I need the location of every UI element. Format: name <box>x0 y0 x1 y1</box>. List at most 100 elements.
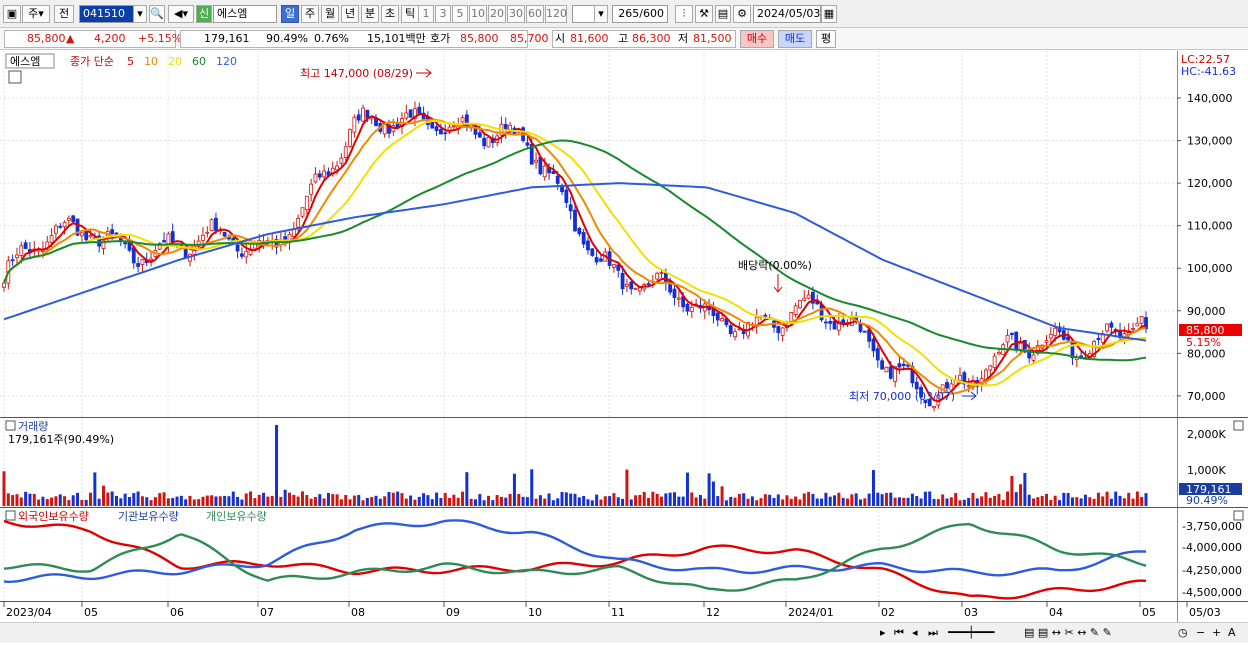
volume-bar <box>89 492 93 506</box>
change-amount: 4,200 <box>94 32 126 45</box>
period-tab-5[interactable]: 초 <box>381 5 399 23</box>
volume-bar <box>547 493 551 506</box>
buy-button[interactable]: 매수 <box>740 30 774 48</box>
volume-bar <box>41 496 45 506</box>
count-field[interactable]: 265/600 <box>612 5 668 23</box>
volume-bar <box>941 494 945 506</box>
candle-body <box>586 240 590 251</box>
period-tab-3[interactable]: 년 <box>341 5 359 23</box>
interval-button-4[interactable]: 20 <box>488 5 506 23</box>
volume-bar <box>608 496 612 506</box>
volume-bar <box>807 491 811 506</box>
volume-bar <box>504 497 508 506</box>
candle-body <box>434 126 439 132</box>
candle-body <box>1057 326 1062 333</box>
volume-collapse-icon[interactable] <box>5 420 16 431</box>
font-size-icon[interactable]: A <box>1228 626 1236 639</box>
scroll-right-icon[interactable]: ▸ <box>880 626 886 639</box>
layout-icon[interactable]: ▣ <box>3 5 21 23</box>
volume-bar <box>1096 492 1100 506</box>
volume-bar <box>884 492 888 506</box>
code-dropdown-icon[interactable]: ▾ <box>133 5 147 23</box>
holdings-collapse-icon[interactable] <box>5 510 16 521</box>
candle-body <box>439 129 443 135</box>
volume-bar <box>1122 498 1126 506</box>
candle-body <box>534 159 538 163</box>
zoom-slider[interactable]: ━━━┿━━━ <box>948 626 995 639</box>
scroll-end-icon[interactable]: ⏭ <box>928 626 938 639</box>
candle-body <box>914 381 919 390</box>
save-icon[interactable]: ▤ <box>715 5 731 23</box>
stock-name-field[interactable]: 에스엠 <box>213 5 277 23</box>
price-chart-svg[interactable]: 에스엠 종가 단순 5 10 20 60 120 최고 147,000 (08/29) … <box>0 51 1248 643</box>
tool-icon[interactable]: ⚒ <box>695 5 713 23</box>
chart-tool-icons[interactable]: ▤ ▤ ↔ ✂ ↔ ✎ ✎ <box>1024 626 1112 639</box>
search-icon[interactable]: 🔍 <box>149 5 165 23</box>
interval-dropdown-icon[interactable]: ▾ <box>594 5 608 23</box>
candle-body <box>780 327 785 336</box>
price-tick-5: 90,000 <box>1187 305 1226 318</box>
candle-body <box>625 283 629 287</box>
volume-bar <box>859 499 862 506</box>
ma-line-10 <box>3 118 1147 395</box>
interval-button-0[interactable]: 1 <box>418 5 434 23</box>
date-field[interactable]: 2024/05/03 <box>753 5 821 23</box>
volume-bar <box>512 473 516 506</box>
candle-body <box>1035 345 1040 354</box>
scroll-start-icon[interactable]: ⏮ <box>894 626 904 639</box>
candle-body <box>460 117 465 123</box>
candle-body <box>862 330 867 333</box>
volume-bar <box>54 496 58 506</box>
stock-code-input[interactable]: 041510 <box>79 5 135 23</box>
interval-button-3[interactable]: 10 <box>469 5 487 23</box>
volume-bar <box>1010 475 1014 506</box>
candle-body <box>793 305 798 315</box>
candle-body <box>629 281 634 290</box>
volume-bar <box>1114 491 1118 506</box>
period-tab-2[interactable]: 월 <box>321 5 339 23</box>
clock-icon[interactable]: ◷ <box>1178 626 1188 639</box>
date-label-14: 05/03 <box>1189 606 1221 619</box>
trade-amount: 15,101백만 <box>367 32 426 45</box>
candle-body <box>214 217 218 231</box>
zoom-in-icon[interactable]: + <box>1212 626 1222 639</box>
volume-bar <box>534 498 538 506</box>
axis-bg <box>1178 51 1248 622</box>
volume-bar <box>465 472 469 506</box>
period-main-select[interactable]: 주▾ <box>22 5 50 23</box>
volume-bar <box>426 495 430 506</box>
volume-bar <box>590 500 594 506</box>
volume-bar <box>698 495 702 506</box>
table-icon[interactable] <box>8 70 22 84</box>
gear-icon[interactable]: ⚙ <box>733 5 751 23</box>
sell-button[interactable]: 매도 <box>778 30 812 48</box>
candle-body <box>309 183 314 195</box>
interval-button-2[interactable]: 5 <box>452 5 468 23</box>
holdings-close-icon[interactable] <box>1233 510 1244 521</box>
period-all-button[interactable]: 전 <box>54 5 74 23</box>
interval-button-7[interactable]: 120 <box>545 5 567 23</box>
volume-bar <box>841 497 845 506</box>
period-tab-4[interactable]: 분 <box>361 5 379 23</box>
candle-icon[interactable]: ⫶ <box>675 5 693 23</box>
zoom-out-icon[interactable]: − <box>1196 626 1206 639</box>
legend-ma-0: 5 <box>127 55 134 68</box>
volume-close-icon[interactable] <box>1233 420 1244 431</box>
eval-button[interactable]: 평 <box>816 30 836 48</box>
period-tab-6[interactable]: 틱 <box>401 5 419 23</box>
volume-bar <box>664 493 668 506</box>
volume-value-label: 179,161주(90.49%) <box>8 433 114 446</box>
volume-bar <box>837 492 841 506</box>
current-price-tag-pct: 5.15% <box>1186 336 1221 349</box>
interval-button-5[interactable]: 30 <box>507 5 525 23</box>
interval-button-1[interactable]: 3 <box>435 5 451 23</box>
sound-icon[interactable]: ◀▾ <box>168 5 194 23</box>
period-tab-0[interactable]: 일 <box>281 5 299 23</box>
period-tab-1[interactable]: 주 <box>301 5 319 23</box>
interval-button-6[interactable]: 60 <box>526 5 544 23</box>
volume-bar <box>936 499 940 506</box>
calendar-icon[interactable]: ▦ <box>821 5 837 23</box>
volume-bar <box>6 493 10 506</box>
chart-area[interactable]: 에스엠 종가 단순 5 10 20 60 120 최고 147,000 (08/29) … <box>0 51 1248 643</box>
scroll-left-icon[interactable]: ◂ <box>912 626 918 639</box>
